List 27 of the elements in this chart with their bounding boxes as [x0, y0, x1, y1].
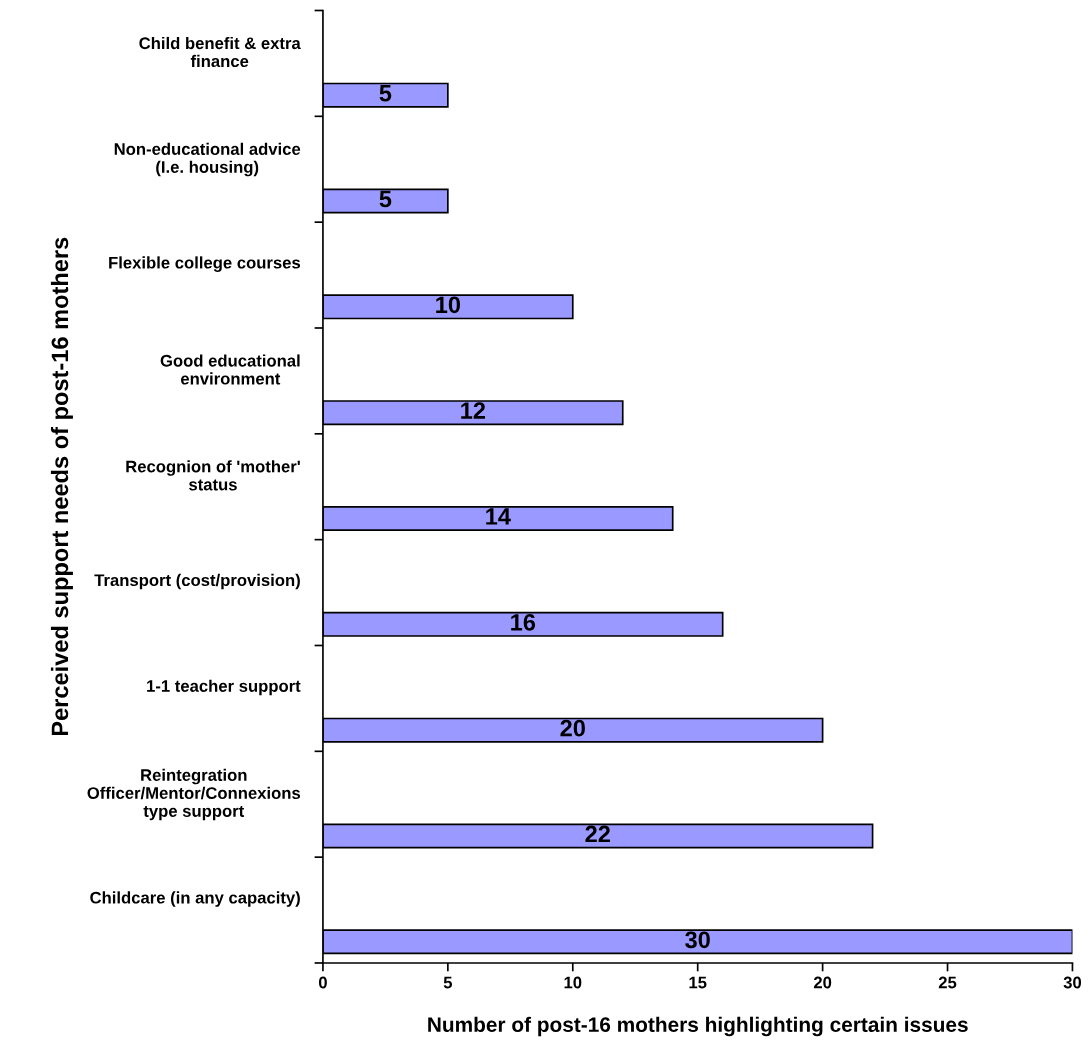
data-label: 20 [560, 719, 585, 737]
data-label: 14 [486, 508, 511, 525]
x-tick-label: 30 [1063, 976, 1082, 989]
y-tick-label: Recognion of 'mother' status [126, 460, 300, 491]
y-tick-label: Good educational environment [160, 354, 300, 385]
x-tick-label: 25 [938, 976, 957, 989]
data-label: 5 [379, 190, 392, 208]
y-axis-title: Perceived support needs of post-16 mothers [50, 237, 73, 736]
x-tick-label: 10 [564, 976, 582, 989]
x-tick-label: 5 [443, 976, 453, 989]
y-tick-label: Non-educational advice (I.e. housing) [114, 142, 301, 177]
y-tick-label: 1-1 teacher support [147, 679, 301, 696]
y-tick-label: Childcare (in any capacity) [90, 891, 300, 907]
x-tick-label: 0 [318, 976, 327, 989]
data-label: 10 [436, 296, 461, 314]
y-tick-label: Flexible college courses [109, 256, 301, 272]
x-tick-label: 15 [689, 976, 707, 989]
data-label: 30 [685, 931, 710, 949]
data-label: 5 [379, 85, 392, 102]
x-axis-title: Number of post-16 mothers highlighting certain issues [428, 1016, 968, 1037]
data-label: 22 [585, 825, 610, 843]
y-tick-label: Child benefit & extra finance [139, 36, 301, 68]
data-label: 12 [461, 402, 486, 419]
y-tick-label: Transport (cost/provision) [94, 573, 300, 590]
data-label: 16 [511, 613, 536, 631]
y-tick-label: Reintegration Officer/Mentor/Connexions type support [87, 768, 301, 821]
x-tick-label: 20 [813, 976, 832, 989]
